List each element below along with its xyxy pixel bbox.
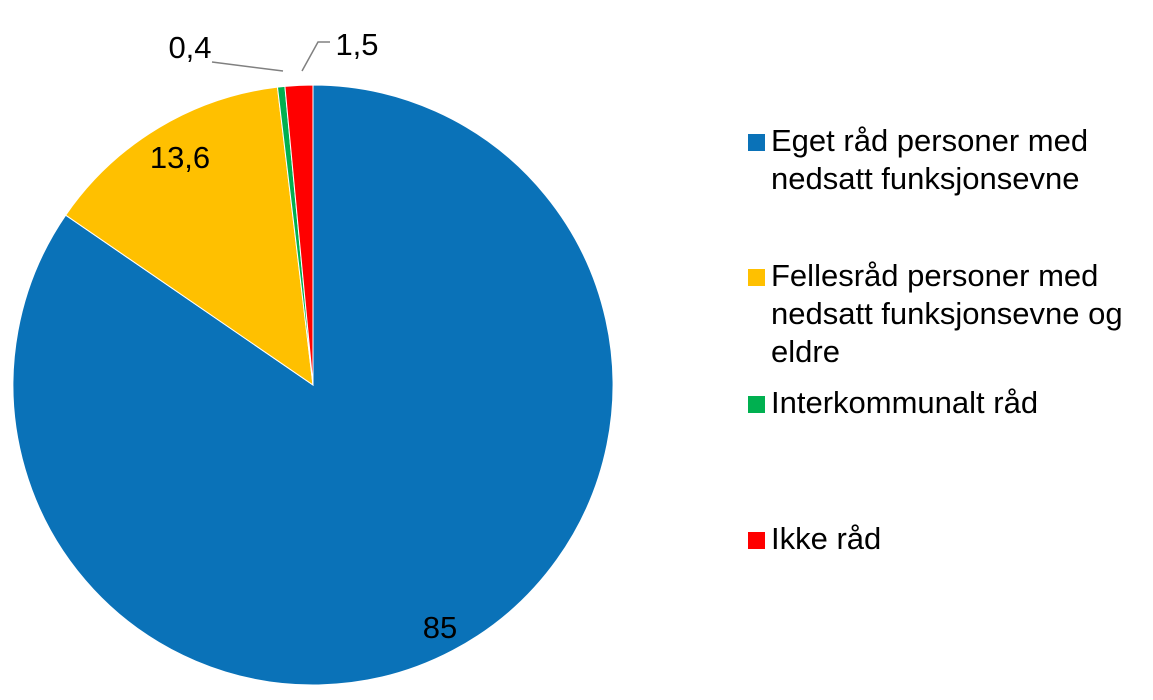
pie-slice	[284, 84, 314, 386]
legend-label: Interkommunalt råd	[771, 385, 1039, 420]
leader-line	[301, 41, 330, 72]
legend-swatch	[748, 396, 765, 413]
data-label: 1,5	[335, 27, 378, 62]
leader-line	[211, 61, 284, 72]
legend-swatch	[748, 532, 765, 549]
legend-swatch	[748, 269, 765, 286]
data-label: 85	[423, 610, 457, 645]
chart: 85 13,6 0,4 1,5	[12, 27, 614, 686]
legend: Eget råd personer med nedsatt funksjonse…	[748, 0, 1148, 700]
legend-swatch	[748, 134, 765, 151]
legend-label: Fellesråd personer med nedsatt funksjons…	[771, 258, 1123, 369]
legend-label: Ikke råd	[771, 521, 882, 556]
legend-label: Eget råd personer med nedsatt funksjonse…	[771, 123, 1089, 196]
data-label: 0,4	[168, 30, 211, 65]
data-label: 13,6	[150, 140, 210, 175]
pie-slice	[65, 86, 314, 387]
